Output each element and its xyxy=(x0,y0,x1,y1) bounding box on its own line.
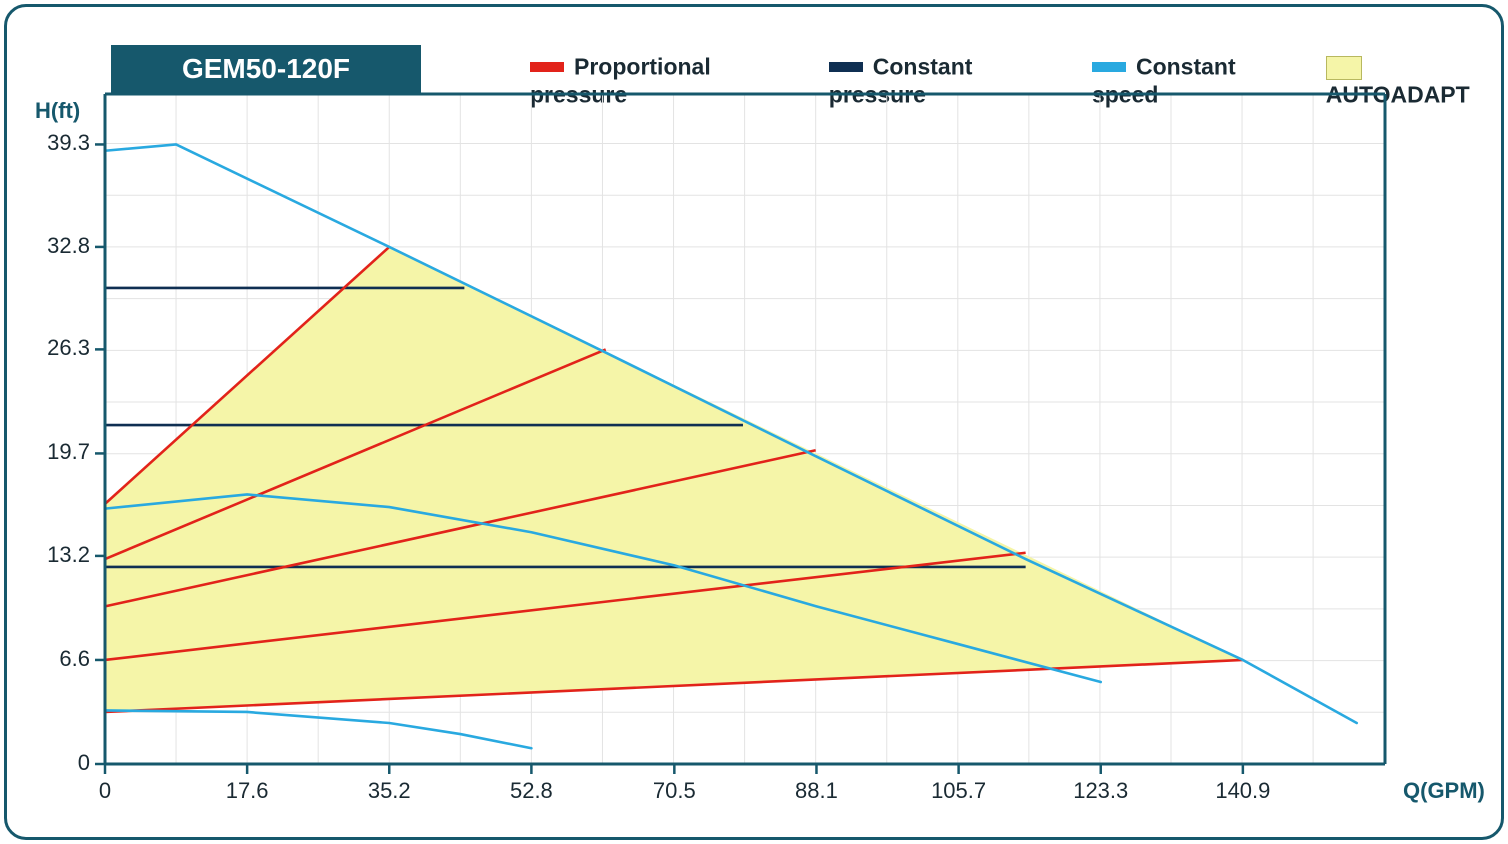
y-tick-label: 26.3 xyxy=(35,335,90,361)
x-tick-label: 17.6 xyxy=(217,778,277,804)
y-tick-label: 39.3 xyxy=(35,130,90,156)
chart-plot xyxy=(0,0,1508,844)
x-tick-label: 105.7 xyxy=(929,778,989,804)
y-tick-label: 0 xyxy=(35,750,90,776)
y-tick-label: 13.2 xyxy=(35,542,90,568)
x-tick-label: 140.9 xyxy=(1213,778,1273,804)
x-tick-label: 52.8 xyxy=(501,778,561,804)
x-tick-label: 0 xyxy=(75,778,135,804)
y-tick-label: 32.8 xyxy=(35,233,90,259)
y-tick-label: 6.6 xyxy=(35,646,90,672)
x-tick-label: 88.1 xyxy=(786,778,846,804)
x-axis-label: Q(GPM) xyxy=(1403,778,1485,804)
y-tick-label: 19.7 xyxy=(35,439,90,465)
x-tick-label: 123.3 xyxy=(1071,778,1131,804)
x-tick-label: 70.5 xyxy=(644,778,704,804)
x-tick-label: 35.2 xyxy=(359,778,419,804)
y-axis-label: H(ft) xyxy=(35,98,80,124)
